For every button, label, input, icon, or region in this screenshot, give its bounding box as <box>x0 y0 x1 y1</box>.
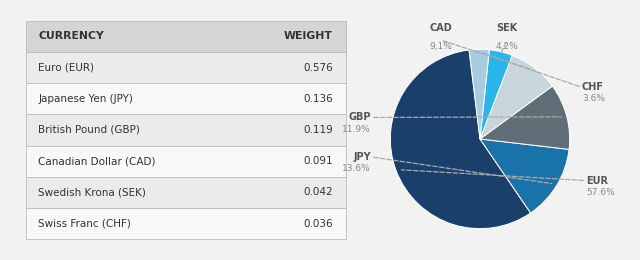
Text: 0.576: 0.576 <box>303 63 333 73</box>
FancyBboxPatch shape <box>26 146 346 177</box>
Text: 9,1%: 9,1% <box>429 42 452 51</box>
Text: Swiss Franc (CHF): Swiss Franc (CHF) <box>38 219 131 229</box>
Wedge shape <box>480 55 552 139</box>
Text: CAD: CAD <box>429 23 452 33</box>
Wedge shape <box>480 139 569 213</box>
Wedge shape <box>469 49 490 139</box>
FancyBboxPatch shape <box>26 208 346 239</box>
Text: 4.2%: 4.2% <box>496 42 518 51</box>
Text: 0.091: 0.091 <box>303 156 333 166</box>
Text: EUR: EUR <box>586 176 608 186</box>
Text: 0.119: 0.119 <box>303 125 333 135</box>
Text: 3.6%: 3.6% <box>582 94 605 103</box>
Text: 0.042: 0.042 <box>303 187 333 197</box>
Text: 0.136: 0.136 <box>303 94 333 104</box>
Text: Japanese Yen (JPY): Japanese Yen (JPY) <box>38 94 133 104</box>
Text: 57.6%: 57.6% <box>586 188 615 197</box>
Text: WEIGHT: WEIGHT <box>284 31 333 41</box>
Text: British Pound (GBP): British Pound (GBP) <box>38 125 140 135</box>
Text: 0.036: 0.036 <box>303 219 333 229</box>
Text: GBP: GBP <box>348 112 371 122</box>
Text: CURRENCY: CURRENCY <box>38 31 104 41</box>
Text: CHF: CHF <box>582 82 604 92</box>
FancyBboxPatch shape <box>26 114 346 146</box>
FancyBboxPatch shape <box>26 177 346 208</box>
Text: JPY: JPY <box>353 152 371 162</box>
Wedge shape <box>480 50 512 139</box>
FancyBboxPatch shape <box>26 52 346 83</box>
Wedge shape <box>390 50 531 229</box>
Text: 13.6%: 13.6% <box>342 164 371 173</box>
Text: Canadian Dollar (CAD): Canadian Dollar (CAD) <box>38 156 156 166</box>
Wedge shape <box>480 86 570 150</box>
Text: Euro (EUR): Euro (EUR) <box>38 63 95 73</box>
Text: SEK: SEK <box>497 23 518 33</box>
FancyBboxPatch shape <box>26 83 346 114</box>
Text: Swedish Krona (SEK): Swedish Krona (SEK) <box>38 187 147 197</box>
FancyBboxPatch shape <box>26 21 346 52</box>
Text: 11.9%: 11.9% <box>342 125 371 134</box>
